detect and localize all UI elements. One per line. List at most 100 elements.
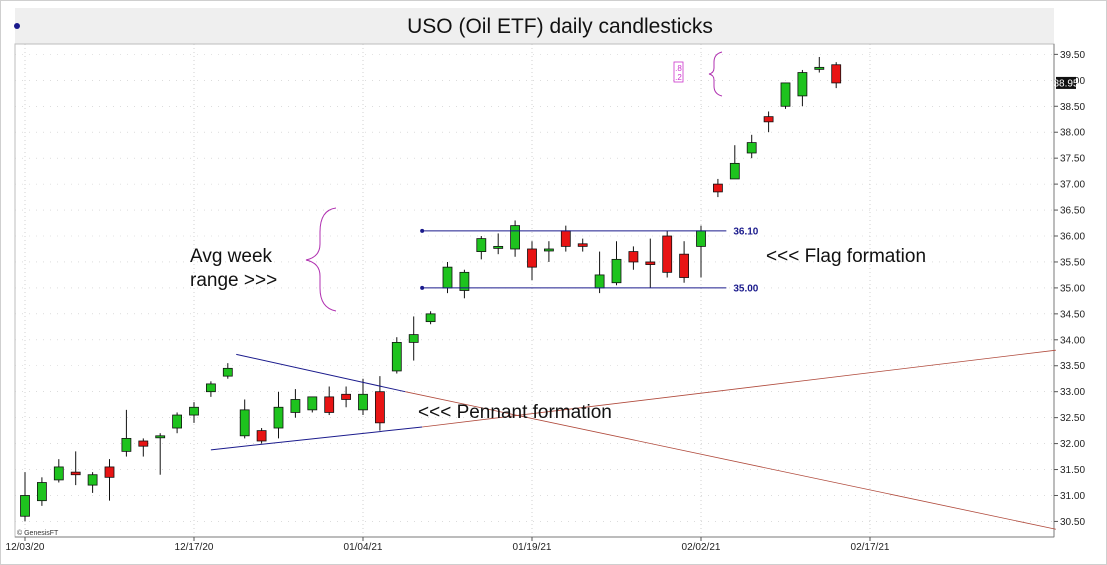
avg-week-annotation-line2: range >>>: [190, 270, 277, 291]
candle-up: [205, 381, 216, 397]
candle-up: [746, 134, 757, 159]
candle-body: [713, 183, 723, 193]
candle-up: [797, 69, 808, 107]
candle-body: [324, 396, 335, 413]
candle-body: [104, 466, 115, 478]
candle-up: [121, 409, 132, 457]
candle-body: [87, 474, 98, 486]
candle-down: [662, 230, 673, 278]
candle-up: [611, 241, 622, 286]
candle-up: [87, 472, 98, 493]
candle-up: [20, 472, 30, 522]
x-tick-label: 01/04/21: [344, 542, 383, 553]
candle-body: [831, 64, 842, 84]
candle-body: [476, 238, 487, 252]
y-tick-label: 35.50: [1060, 257, 1085, 268]
candle-down: [628, 246, 639, 270]
candle-down: [324, 386, 335, 416]
candle-body: [290, 399, 301, 413]
x-tick-label: 01/19/21: [513, 542, 552, 553]
candle-body: [256, 430, 267, 442]
candle-down: [527, 241, 537, 281]
candle-up: [476, 236, 487, 260]
flag-top-marker: [420, 228, 425, 233]
candle-up: [307, 396, 318, 413]
candle-body: [155, 435, 166, 439]
candle-body: [408, 334, 419, 343]
x-tick-label: 12/03/20: [6, 542, 45, 553]
pennant-upper-trendline: [236, 353, 406, 393]
candle-body: [780, 82, 791, 107]
candle-body: [222, 367, 233, 377]
candle-body: [53, 466, 64, 481]
candle-body: [307, 396, 318, 411]
candle-up: [544, 241, 554, 262]
flag-bottom-label: 35.00: [733, 283, 758, 294]
y-tick-label: 30.50: [1060, 517, 1085, 528]
candle-up: [459, 269, 470, 299]
y-tick-label: 36.00: [1060, 232, 1085, 243]
candle-up: [155, 433, 166, 475]
candle-down: [341, 386, 352, 408]
fib-label-box: [673, 61, 684, 83]
y-tick-label: 38.50: [1060, 102, 1085, 113]
y-tick-label: 31.50: [1060, 465, 1085, 476]
candle-up: [290, 389, 301, 418]
candle-body: [239, 409, 250, 437]
candle-up: [510, 220, 521, 257]
candle-body: [662, 235, 673, 273]
candle-up: [53, 459, 64, 483]
x-tick-label: 12/17/20: [175, 542, 214, 553]
candle-body: [20, 495, 30, 517]
candle-down: [831, 62, 842, 89]
y-tick-label: 39.50: [1060, 50, 1085, 61]
candle-body: [814, 66, 825, 70]
flag-top-label: 36.10: [733, 226, 758, 237]
pennant-upper-extension: [405, 391, 1056, 530]
candle-up: [358, 378, 368, 416]
candle-body: [696, 230, 706, 247]
candle-body: [374, 391, 385, 424]
y-tick-label: 32.50: [1060, 413, 1085, 424]
candle-body: [679, 253, 689, 278]
candle-up: [37, 477, 47, 506]
y-tick-label: 34.50: [1060, 309, 1085, 320]
y-tick-label: 37.50: [1060, 154, 1085, 165]
candle-down: [104, 459, 115, 501]
fib-label-bottom: .2: [675, 73, 682, 82]
pennant-lower-trendline: [210, 426, 423, 451]
candle-down: [374, 376, 385, 431]
last-price-label: 38.95: [1053, 78, 1078, 89]
candle-body: [273, 406, 284, 429]
y-tick-label: 34.00: [1060, 335, 1085, 346]
chart-title: USO (Oil ETF) daily candlesticks: [407, 15, 713, 38]
corner-dot: [14, 23, 20, 29]
candle-body: [729, 162, 740, 180]
plot-area: [14, 43, 1055, 538]
candle-body: [459, 271, 470, 291]
candle-down: [713, 178, 723, 198]
x-axis-ticks: 12/03/20 12/17/20 01/04/21 01/19/21 02/02/21…: [6, 537, 890, 553]
candles-layer: [20, 56, 842, 522]
candle-up: [222, 363, 233, 379]
y-tick-label: 32.00: [1060, 439, 1085, 450]
flag-bottom-marker: [420, 285, 425, 290]
candle-up: [408, 316, 419, 361]
candle-body: [544, 248, 554, 252]
candle-up: [729, 145, 740, 180]
candle-up: [780, 82, 791, 109]
avg-week-range-brace: [305, 207, 337, 312]
y-tick-label: 36.50: [1060, 206, 1085, 217]
candle-down: [679, 241, 689, 283]
candle-up: [391, 337, 402, 374]
y-tick-label: 35.00: [1060, 283, 1085, 294]
candle-down: [138, 438, 149, 457]
candle-body: [797, 72, 808, 97]
candle-body: [172, 414, 183, 429]
y-tick-label: 33.50: [1060, 361, 1085, 372]
candle-body: [763, 116, 774, 123]
avg-week-annotation-line1: Avg week: [190, 246, 273, 267]
candle-down: [763, 111, 774, 133]
candle-body: [425, 313, 436, 323]
